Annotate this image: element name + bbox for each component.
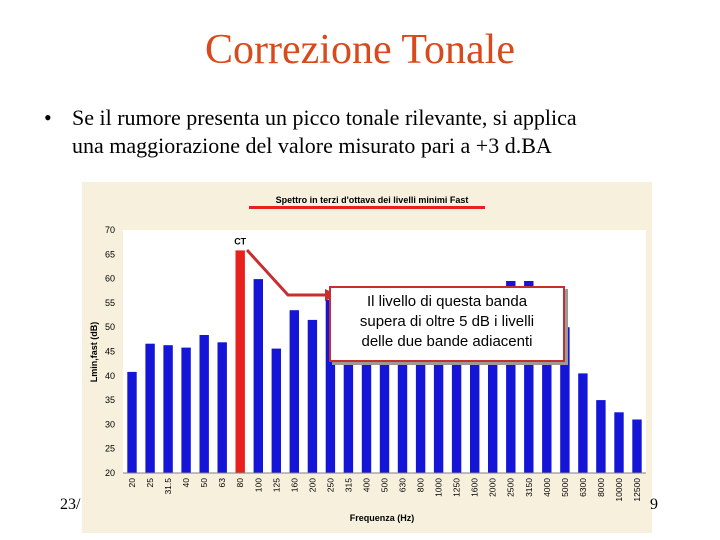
x-tick-label: 1600 — [470, 478, 480, 497]
bar-3150 — [524, 281, 534, 473]
y-axis-label: Lmin,fast (dB) — [89, 322, 99, 383]
bullet-marker: • — [44, 105, 52, 130]
bar-315 — [343, 311, 354, 473]
bar-400 — [361, 329, 372, 473]
x-tick-label: 250 — [325, 478, 335, 492]
bar-2000 — [488, 302, 498, 473]
x-tick-label: 80 — [235, 478, 245, 488]
x-tick-label: 315 — [343, 478, 353, 492]
bar-100 — [253, 279, 263, 473]
footer-page-number: 9 — [650, 496, 658, 513]
y-tick-label: 25 — [105, 444, 115, 454]
bar-63 — [217, 342, 227, 473]
x-tick-label: 500 — [380, 478, 390, 492]
callout-line-1: Il livello di questa banda — [366, 293, 528, 310]
x-tick-label: 3150 — [524, 478, 534, 497]
x-tick-label: 400 — [362, 478, 372, 492]
x-tick-label: 2000 — [488, 478, 498, 497]
x-tick-label: 1250 — [452, 478, 462, 497]
x-tick-label: 630 — [398, 478, 408, 492]
bar-25 — [145, 343, 155, 473]
callout-arrow — [245, 248, 327, 297]
y-tick-label: 60 — [105, 274, 115, 284]
slide-title: Correzione Tonale — [205, 27, 515, 73]
y-tick-label: 55 — [105, 298, 115, 308]
bar-80 — [235, 250, 245, 473]
y-tick-label: 30 — [105, 419, 115, 429]
y-tick-label: 40 — [105, 371, 115, 381]
x-axis: 20 25 31.5 40 50 63 80 100 125 160 200 250 315 400 500… — [127, 478, 642, 502]
bar-8000 — [596, 400, 606, 473]
x-tick-label: 200 — [307, 478, 317, 492]
bar-1600 — [470, 327, 480, 473]
bar-2500 — [506, 281, 516, 473]
y-tick-label: 20 — [105, 468, 115, 478]
callout-box: Il livello di questa banda supera di olt… — [329, 286, 565, 362]
highlight-label: CT — [234, 236, 246, 246]
bar-500 — [379, 336, 390, 473]
footer-date: 23/ — [60, 496, 81, 513]
x-tick-label: 50 — [199, 478, 209, 488]
bars — [127, 250, 642, 474]
x-tick-label: 2500 — [506, 478, 516, 497]
bar-6300 — [578, 373, 588, 473]
x-tick-label: 1000 — [434, 478, 444, 497]
y-tick-label: 65 — [105, 249, 115, 259]
x-tick-label: 40 — [181, 478, 191, 488]
bar-40 — [181, 347, 191, 473]
callout-line-2: supera di oltre 5 dB i livelli — [359, 313, 535, 330]
bar-31-5 — [163, 345, 173, 473]
bar-20 — [127, 371, 137, 473]
x-tick-label: 125 — [271, 478, 281, 492]
chart-title: Spettro in terzi d'ottava dei livelli mi… — [276, 195, 469, 205]
bar-200 — [307, 319, 318, 473]
x-axis-label: Frequenza (Hz) — [350, 513, 415, 523]
bar-50 — [199, 335, 209, 473]
bar-12500 — [632, 419, 642, 473]
x-tick-label: 5000 — [560, 478, 570, 497]
bullet-line-1: Se il rumore presenta un picco tonale ri… — [72, 105, 577, 130]
bar-630 — [397, 339, 408, 473]
x-tick-label: 20 — [127, 478, 137, 488]
y-tick-label: 50 — [105, 322, 115, 332]
y-tick-label: 45 — [105, 347, 115, 357]
bar-250 — [325, 300, 336, 473]
x-tick-label: 31.5 — [163, 478, 173, 495]
x-tick-label: 6300 — [578, 478, 588, 497]
bullet-line-2: una maggiorazione del valore misurato pa… — [72, 133, 552, 158]
x-tick-label: 100 — [253, 478, 263, 492]
title-underline — [249, 206, 485, 209]
x-tick-label: 160 — [289, 478, 299, 492]
x-tick-label: 8000 — [596, 478, 606, 497]
bar-1250 — [451, 346, 462, 473]
x-tick-label: 800 — [416, 478, 426, 492]
callout-line-3: delle due bande adiacenti — [361, 333, 533, 350]
x-tick-label: 12500 — [632, 478, 642, 502]
x-tick-label: 4000 — [542, 478, 552, 497]
x-tick-label: 10000 — [614, 478, 624, 502]
bar-10000 — [614, 412, 624, 474]
bullet-point: • Se il rumore presenta un picco tonale … — [44, 104, 694, 160]
bar-800 — [415, 349, 426, 473]
y-tick-label: 35 — [105, 395, 115, 405]
y-tick-label: 70 — [105, 225, 115, 235]
bar-125 — [271, 348, 281, 473]
bar-4000 — [542, 324, 552, 473]
x-tick-label: 25 — [145, 478, 155, 488]
y-axis: 20 25 30 35 40 45 50 55 60 65 70 — [105, 225, 115, 478]
bar-5000 — [560, 327, 570, 473]
bar-160 — [289, 310, 299, 473]
x-tick-label: 63 — [217, 478, 227, 488]
bar-1000 — [433, 356, 444, 473]
